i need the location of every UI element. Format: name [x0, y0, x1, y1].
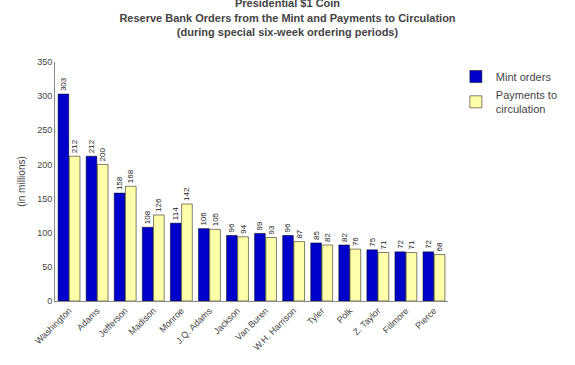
- svg-text:82: 82: [340, 233, 349, 242]
- svg-text:Jefferson: Jefferson: [97, 306, 130, 339]
- svg-text:212: 212: [87, 139, 96, 153]
- svg-text:J.Q. Adams: J.Q. Adams: [174, 305, 214, 345]
- svg-text:100: 100: [37, 228, 52, 238]
- svg-text:94: 94: [239, 224, 248, 233]
- svg-text:(in millions): (in millions): [16, 156, 27, 207]
- svg-text:93: 93: [267, 225, 276, 234]
- svg-text:108: 108: [143, 210, 152, 224]
- svg-text:96: 96: [227, 223, 236, 232]
- svg-text:76: 76: [351, 237, 360, 246]
- svg-text:72: 72: [396, 239, 405, 248]
- svg-text:106: 106: [199, 212, 208, 226]
- svg-text:50: 50: [42, 262, 52, 272]
- svg-text:300: 300: [37, 91, 52, 101]
- svg-text:303: 303: [59, 77, 68, 91]
- svg-text:68: 68: [435, 242, 444, 251]
- svg-text:105: 105: [211, 212, 220, 226]
- svg-text:250: 250: [37, 125, 52, 135]
- svg-text:75: 75: [368, 237, 377, 246]
- svg-text:200: 200: [37, 160, 52, 170]
- svg-text:Adams: Adams: [75, 305, 102, 332]
- svg-text:Monroe: Monroe: [157, 306, 186, 335]
- svg-text:142: 142: [182, 187, 191, 201]
- svg-text:150: 150: [37, 194, 52, 204]
- svg-text:W.H. Harrison: W.H. Harrison: [252, 306, 299, 353]
- svg-text:114: 114: [171, 207, 180, 220]
- svg-text:350: 350: [37, 57, 52, 67]
- svg-text:Fillmore: Fillmore: [381, 306, 411, 336]
- svg-text:Polk: Polk: [335, 305, 355, 325]
- svg-text:Presidential $1 CoinReserve Ba: Presidential $1 CoinReserve Bank Orders …: [119, 0, 455, 38]
- svg-text:158: 158: [115, 176, 124, 190]
- svg-text:82: 82: [323, 233, 332, 242]
- svg-text:71: 71: [407, 240, 416, 249]
- svg-text:Washington: Washington: [33, 306, 73, 346]
- svg-text:72: 72: [424, 239, 433, 248]
- svg-text:Tyler: Tyler: [305, 306, 326, 327]
- svg-text:71: 71: [379, 240, 388, 249]
- svg-text:Payments tocirculation: Payments tocirculation: [496, 89, 557, 115]
- svg-text:Jackson: Jackson: [212, 306, 242, 336]
- svg-text:87: 87: [295, 229, 304, 238]
- svg-text:168: 168: [126, 169, 135, 183]
- svg-text:Mint orders: Mint orders: [496, 71, 552, 83]
- svg-text:0: 0: [47, 296, 52, 306]
- svg-text:Van Buren: Van Buren: [233, 306, 270, 343]
- svg-text:Pierce: Pierce: [413, 306, 438, 331]
- svg-text:99: 99: [255, 221, 264, 230]
- svg-text:96: 96: [283, 223, 292, 232]
- svg-text:Z. Taylor: Z. Taylor: [351, 306, 382, 337]
- svg-text:85: 85: [312, 231, 321, 240]
- svg-text:126: 126: [154, 198, 163, 212]
- svg-text:212: 212: [70, 139, 79, 153]
- svg-text:Madison: Madison: [127, 306, 158, 337]
- svg-text:200: 200: [98, 148, 107, 162]
